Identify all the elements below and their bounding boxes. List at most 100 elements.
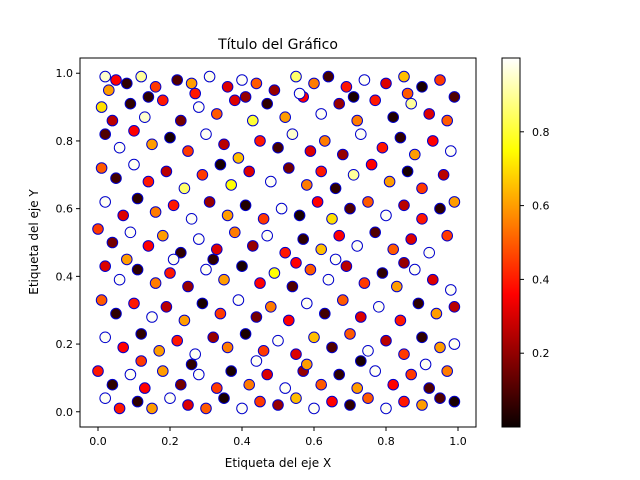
- scatter-point: [193, 233, 205, 245]
- scatter-point: [265, 175, 277, 188]
- scatter-point: [99, 331, 111, 344]
- scatter-point: [146, 311, 158, 323]
- scatter-point: [376, 141, 389, 154]
- scatter-point: [409, 148, 421, 161]
- scatter-point: [340, 81, 353, 93]
- scatter-point: [355, 355, 367, 367]
- scatter-point: [380, 77, 392, 90]
- scatter-point: [113, 141, 126, 154]
- scatter-point: [117, 341, 129, 354]
- scatter-point: [207, 331, 219, 344]
- scatter-point: [149, 81, 162, 93]
- y-axis: 0.0 0.2 0.4 0.6 0.8 1.0: [56, 67, 80, 419]
- scatter-point: [203, 196, 216, 208]
- scatter-point: [275, 202, 288, 215]
- scatter-point: [171, 334, 183, 347]
- scatter-point: [95, 294, 108, 306]
- scatter-point: [239, 328, 252, 340]
- scatter-point: [358, 277, 371, 289]
- scatter-point: [175, 114, 187, 127]
- scatter-point: [293, 87, 306, 100]
- scatter-point: [232, 152, 245, 164]
- scatter-point: [416, 331, 428, 344]
- scatter-point: [185, 358, 198, 371]
- scatter-point: [398, 199, 410, 212]
- scatter-point: [448, 301, 461, 313]
- scatter-point: [351, 240, 364, 252]
- scatter-point: [106, 378, 119, 391]
- scatter-point: [113, 273, 126, 286]
- scatter-point: [401, 165, 414, 178]
- scatter-point: [164, 267, 176, 279]
- scatter-point: [398, 257, 410, 269]
- scatter-point: [268, 267, 281, 279]
- scatter-point: [351, 114, 364, 127]
- scatter-point: [142, 240, 155, 252]
- scatter-point: [405, 368, 418, 381]
- scatter-point: [239, 91, 252, 103]
- scatter-point: [236, 74, 248, 86]
- scatter-point: [369, 94, 382, 107]
- scatter-point: [182, 145, 194, 157]
- x-tick-label: 1.0: [449, 435, 467, 448]
- scatter-point: [218, 273, 230, 286]
- scatter-point: [164, 392, 176, 405]
- scatter-point: [387, 243, 400, 256]
- y-tick-label: 0.0: [56, 406, 74, 419]
- scatter-point: [315, 108, 328, 120]
- scatter-point: [182, 280, 194, 293]
- scatter-point: [247, 240, 259, 252]
- scatter-point: [405, 97, 418, 110]
- scatter-point: [185, 77, 198, 90]
- scatter-point: [405, 233, 418, 245]
- scatter-point: [333, 97, 346, 110]
- scatter-point: [448, 338, 461, 350]
- scatter-point: [99, 260, 111, 273]
- scatter-point: [272, 141, 284, 154]
- scatter-point: [171, 74, 183, 86]
- scatter-point: [142, 175, 155, 188]
- scatter-point: [200, 263, 212, 276]
- scatter-point: [304, 145, 317, 157]
- scatter-point: [211, 108, 223, 120]
- scatter-point: [99, 70, 111, 83]
- scatter-point: [423, 382, 436, 394]
- scatter-point: [135, 70, 147, 83]
- scatter-point: [290, 257, 302, 269]
- scatter-point: [326, 395, 338, 408]
- scatter-point: [225, 365, 237, 377]
- scatter-point: [272, 399, 284, 411]
- scatter-point: [279, 382, 292, 394]
- scatter-point: [283, 162, 295, 174]
- scatter-point: [286, 128, 299, 140]
- y-tick-label: 0.4: [56, 270, 74, 283]
- scatter-point: [229, 226, 241, 239]
- scatter-point: [236, 260, 248, 273]
- scatter-point: [394, 131, 407, 144]
- scatter-point: [380, 402, 392, 415]
- scatter-point: [319, 307, 331, 320]
- scatter-point: [95, 162, 108, 174]
- scatter-point: [243, 165, 255, 178]
- scatter-point: [232, 294, 245, 306]
- scatter-point: [448, 91, 461, 103]
- colorbar-ticks: 0.2 0.4 0.6 0.8: [520, 126, 550, 360]
- scatter-point: [254, 395, 266, 408]
- scatter-point: [333, 229, 346, 242]
- scatter-point: [398, 348, 410, 361]
- scatter-point: [211, 382, 223, 394]
- scatter-point: [308, 331, 320, 344]
- scatter-point: [369, 365, 382, 377]
- scatter-point: [362, 392, 374, 405]
- scatter-point: [268, 84, 281, 96]
- scatter-point: [423, 108, 436, 120]
- scatter-point: [247, 114, 259, 127]
- scatter-point: [189, 87, 201, 100]
- scatter-point: [221, 81, 234, 93]
- scatter-point: [301, 179, 313, 191]
- scatter-point: [236, 402, 248, 415]
- scatter-point: [99, 128, 111, 140]
- scatter-point: [398, 70, 410, 83]
- scatter-point: [362, 196, 374, 208]
- scatter-point: [153, 345, 165, 357]
